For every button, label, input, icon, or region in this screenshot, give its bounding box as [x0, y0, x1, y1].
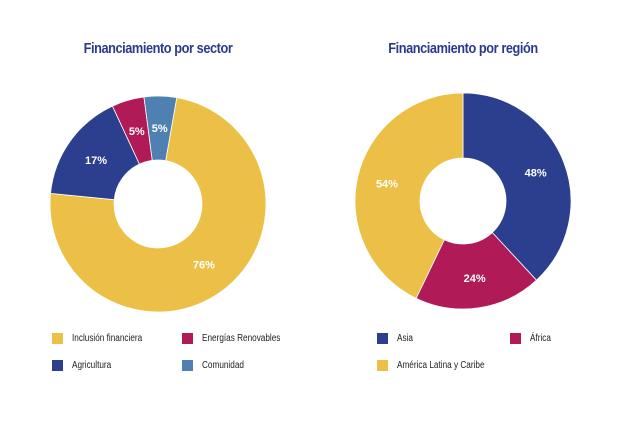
data-label: 48%	[525, 168, 547, 180]
data-label: 24%	[464, 273, 486, 285]
legend-label: Inclusión financiera	[72, 333, 143, 344]
legend-item: Energías Renovables	[182, 333, 298, 344]
legend-item: Asia	[377, 333, 416, 344]
legend-item: África	[510, 333, 556, 344]
legend-swatch	[182, 360, 193, 371]
legend-swatch	[377, 360, 388, 371]
chart-title-sector: Financiamiento por sector	[83, 40, 233, 57]
chart-title-region: Financiamiento por región	[388, 40, 538, 57]
legend-label: Energías Renovables	[202, 333, 281, 344]
legend-label: Asia	[397, 333, 413, 344]
slice-comunidad	[143, 95, 178, 162]
legend-item: Comunidad	[182, 360, 253, 371]
data-label: 5%	[129, 126, 145, 138]
legend-swatch	[510, 333, 521, 344]
slice--frica	[415, 231, 538, 310]
legend-label: América Latina y Caribe	[397, 360, 485, 371]
slice-inclusi-n-financiera	[49, 97, 267, 313]
data-label: 5%	[152, 123, 168, 135]
legend-item: Agricultura	[52, 360, 120, 371]
slice-am-rica-latina-y-caribe	[354, 92, 464, 299]
legend-swatch	[377, 333, 388, 344]
data-label: 76%	[193, 260, 215, 272]
legend-swatch	[182, 333, 193, 344]
slice-asia	[462, 92, 572, 281]
legend-item: Inclusión financiera	[52, 333, 158, 344]
legend-label: Comunidad	[202, 360, 244, 371]
data-label: 17%	[85, 155, 107, 167]
legend-item: América Latina y Caribe	[377, 360, 504, 371]
legend-label: África	[530, 333, 551, 344]
data-label: 54%	[376, 179, 398, 191]
legend-swatch	[52, 360, 63, 371]
legend-swatch	[52, 333, 63, 344]
legend-label: Agricultura	[72, 360, 112, 371]
